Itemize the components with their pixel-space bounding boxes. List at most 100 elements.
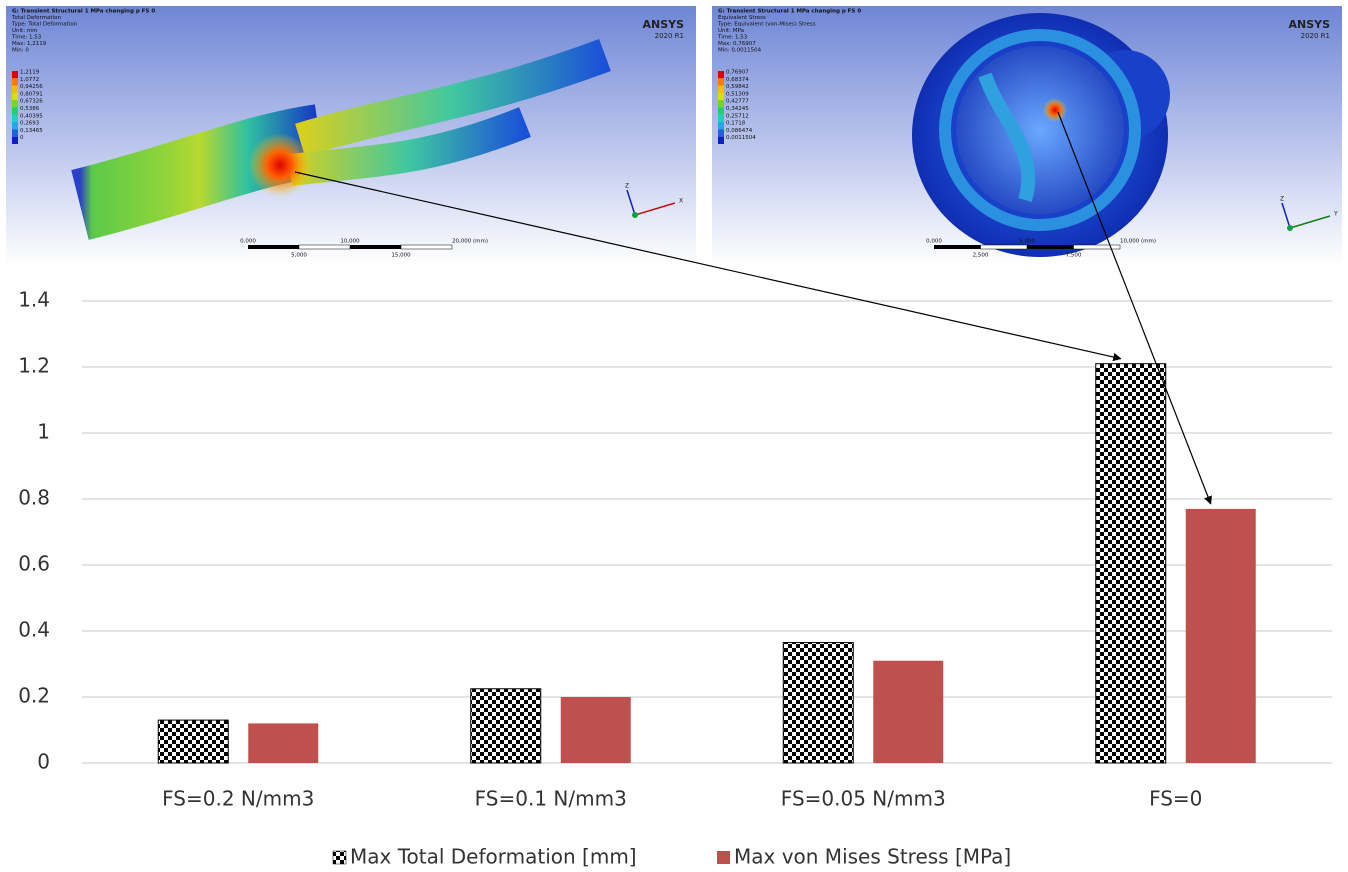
contour-swatch xyxy=(12,86,18,93)
bar xyxy=(1186,509,1256,763)
contour-label: 0,0011504 xyxy=(726,135,756,141)
contour-label: 0,80791 xyxy=(20,91,43,97)
contour-label: 0,2693 xyxy=(20,121,40,127)
brand: ANSYS xyxy=(642,18,684,31)
stent-model xyxy=(912,13,1170,257)
contour-label: 0,086474 xyxy=(726,128,753,134)
contour-swatch xyxy=(12,108,18,115)
bar xyxy=(471,689,541,763)
inset-header: G: Transient Structural 1 MPa changing p… xyxy=(718,9,861,15)
scale-label: 0,000 xyxy=(240,239,256,245)
contour-label: 0,67326 xyxy=(20,99,43,105)
contour-label: 0,13465 xyxy=(20,128,43,134)
contour-swatch xyxy=(718,129,724,136)
scale-bar xyxy=(981,245,1028,249)
scale-label: 10,000 xyxy=(340,239,360,245)
scale-bar xyxy=(248,245,299,249)
contour-label: 1,2119 xyxy=(20,70,40,76)
triad-label: Z xyxy=(1280,196,1284,203)
bar xyxy=(1096,364,1166,763)
contour-swatch xyxy=(718,78,724,85)
scale-label: 2,500 xyxy=(973,253,989,259)
contour-label: 0,34245 xyxy=(726,106,749,112)
y-tick-label: 0.2 xyxy=(18,684,50,708)
bar xyxy=(873,661,943,763)
scale-label: 20,000 (mm) xyxy=(452,239,488,245)
inset-header: Time: 1,53 xyxy=(717,35,748,41)
inset-header: Max: 0,76907 xyxy=(718,41,756,47)
bar xyxy=(561,697,631,763)
scale-bar xyxy=(934,245,981,249)
chart: G: Transient Structural 1 MPa changing p… xyxy=(0,0,1348,872)
contour-label: 0,59842 xyxy=(726,84,749,90)
contour-label: 0,68374 xyxy=(726,77,749,83)
scale-bar xyxy=(299,245,350,249)
inset-header: Time: 1,53 xyxy=(11,35,42,41)
triad-label: Y xyxy=(1333,211,1338,218)
contour-swatch xyxy=(718,93,724,100)
contour-label: 0,76907 xyxy=(726,70,749,76)
y-tick-label: 0.6 xyxy=(18,552,50,576)
contour-label: 0,51309 xyxy=(726,91,749,97)
contour-swatch xyxy=(718,137,724,144)
contour-swatch xyxy=(12,137,18,144)
scale-bar xyxy=(401,245,452,249)
contour-swatch xyxy=(718,100,724,107)
x-tick-label: FS=0 xyxy=(1149,787,1202,811)
contour-swatch xyxy=(12,93,18,100)
x-tick-label: FS=0.2 N/mm3 xyxy=(162,787,314,811)
triad-origin xyxy=(632,212,638,218)
scale-bar xyxy=(1027,245,1074,249)
contour-swatch xyxy=(12,78,18,85)
brand: ANSYS xyxy=(1288,18,1330,31)
inset-header: Unit: MPa xyxy=(718,28,744,34)
inset-header: Type: Total Deformation xyxy=(11,22,78,28)
contour-label: 1,0772 xyxy=(20,77,39,83)
inset-header: Min: 0 xyxy=(12,48,29,54)
scale-label: 5,000 xyxy=(1019,239,1035,245)
legend-swatch xyxy=(333,851,346,864)
contour-swatch xyxy=(718,71,724,78)
contour-swatch xyxy=(718,122,724,129)
contour-label: 0 xyxy=(20,135,24,141)
inset-header: Max: 1,2119 xyxy=(12,41,47,47)
y-tick-label: 1 xyxy=(37,420,50,444)
contour-swatch xyxy=(12,122,18,129)
inset-header: Total Deformation xyxy=(11,15,61,21)
version: 2020 R1 xyxy=(1301,32,1330,40)
inset-header: Equivalent Stress xyxy=(718,15,766,21)
y-tick-label: 0.4 xyxy=(18,618,50,642)
inset-header: G: Transient Structural 1 MPa changing p… xyxy=(12,9,155,15)
triad-label: X xyxy=(679,198,683,205)
scale-label: 0,000 xyxy=(926,239,942,245)
contour-swatch xyxy=(12,115,18,122)
x-tick-label: FS=0.05 N/mm3 xyxy=(781,787,946,811)
page: G: Transient Structural 1 MPa changing p… xyxy=(0,0,1348,872)
inset-header: Min: 0,0011504 xyxy=(718,48,762,54)
legend-swatch xyxy=(717,851,730,864)
y-tick-label: 1.4 xyxy=(18,288,50,312)
y-tick-label: 0.8 xyxy=(18,486,50,510)
contour-label: 0,42777 xyxy=(726,99,749,105)
legend-label: Max Total Deformation [mm] xyxy=(350,845,637,869)
scale-bar xyxy=(1074,245,1121,249)
contour-swatch xyxy=(12,129,18,136)
version: 2020 R1 xyxy=(655,32,684,40)
scale-label: 7,500 xyxy=(1066,253,1082,259)
x-tick-label: FS=0.1 N/mm3 xyxy=(475,787,627,811)
inset-header: Unit: mm xyxy=(12,28,38,34)
y-tick-label: 1.2 xyxy=(18,354,50,378)
bar xyxy=(783,643,853,763)
legend-label: Max von Mises Stress [MPa] xyxy=(734,845,1011,869)
triad-origin xyxy=(1287,225,1293,231)
contour-label: 0,1718 xyxy=(726,121,746,127)
contour-swatch xyxy=(12,100,18,107)
bar xyxy=(158,720,228,763)
inset-header: Type: Equivalent (von-Mises) Stress xyxy=(717,22,816,28)
contour-swatch xyxy=(718,86,724,93)
triad-label: Z xyxy=(625,183,629,190)
scale-bar xyxy=(350,245,401,249)
contour-swatch xyxy=(718,115,724,122)
contour-swatch xyxy=(12,71,18,78)
